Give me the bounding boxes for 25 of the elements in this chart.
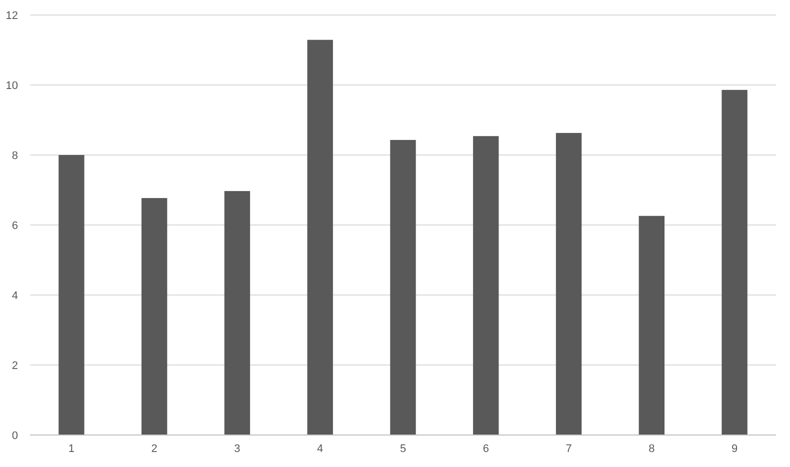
x-tick-label: 2 <box>151 443 158 455</box>
bar <box>473 136 499 435</box>
y-tick-label: 10 <box>6 80 18 92</box>
x-tick-label: 3 <box>234 443 240 455</box>
x-tick-label: 1 <box>68 443 75 455</box>
bar <box>638 216 665 435</box>
y-tick-label: 12 <box>6 10 18 22</box>
y-tick-label: 4 <box>12 290 18 302</box>
x-tick-label: 6 <box>482 443 489 455</box>
x-tick-label: 4 <box>317 443 324 455</box>
y-tick-label: 0 <box>12 430 18 442</box>
bar <box>307 40 333 435</box>
bar <box>556 132 582 435</box>
x-tick-label: 8 <box>648 443 655 455</box>
x-tick-label: 9 <box>731 443 738 455</box>
x-tick-label: 7 <box>566 443 572 455</box>
bar <box>224 191 250 435</box>
y-tick-label: 6 <box>12 220 18 232</box>
bar <box>722 90 748 435</box>
bar <box>390 140 416 435</box>
y-tick-label: 8 <box>12 150 18 162</box>
bar <box>58 155 84 435</box>
x-tick-label: 5 <box>400 443 406 455</box>
bar <box>141 198 168 435</box>
y-tick-label: 2 <box>12 360 18 372</box>
